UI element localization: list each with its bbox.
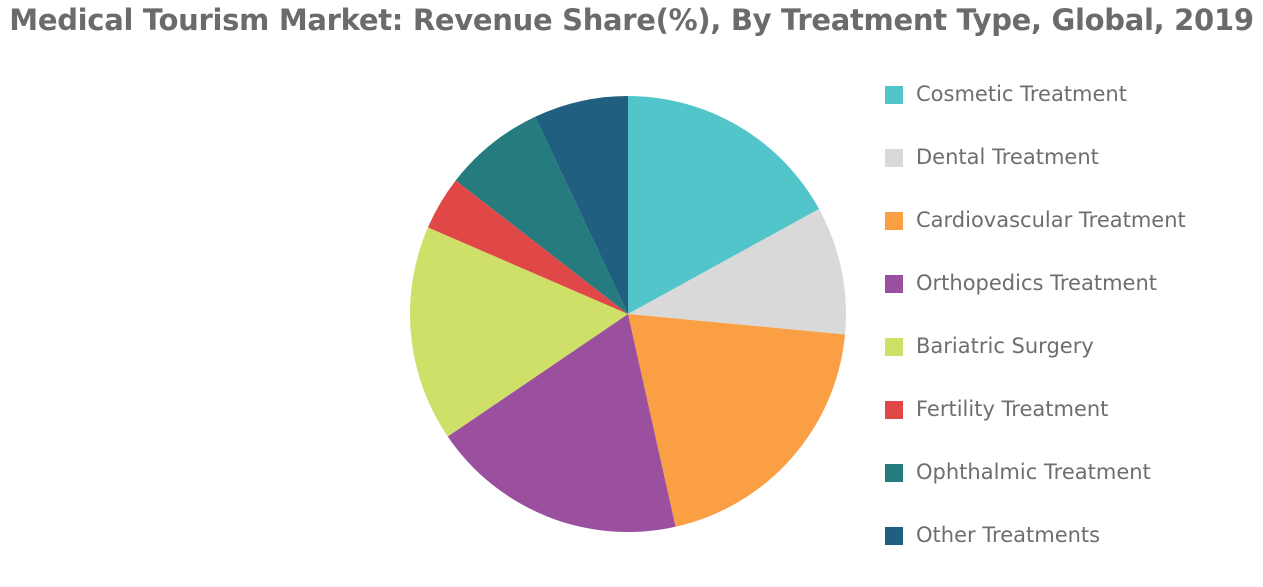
pie-slice-other-treatments	[535, 96, 628, 314]
legend-label: Bariatric Surgery	[916, 334, 1094, 358]
pie-slice-ophthalmic-treatment	[455, 116, 628, 314]
pie-slice-dental-treatment	[628, 208, 846, 335]
legend-label: Other Treatments	[916, 523, 1101, 547]
legend-swatch	[885, 464, 903, 482]
legend-item: Bariatric Surgery	[885, 330, 1255, 393]
legend-label: Fertility Treatment	[916, 397, 1109, 421]
chart-title: Medical Tourism Market: Revenue Share(%)…	[9, 3, 1254, 37]
legend-swatch	[885, 275, 903, 293]
legend-swatch	[885, 527, 903, 545]
legend-item: Dental Treatment	[885, 141, 1255, 204]
legend-swatch	[885, 338, 903, 356]
pie-chart	[410, 96, 846, 532]
legend-item: Fertility Treatment	[885, 393, 1255, 456]
chart-legend: Cosmetic Treatment Dental Treatment Cardio…	[885, 78, 1255, 582]
pie-slice-cosmetic-treatment	[628, 96, 820, 314]
legend-swatch	[885, 401, 903, 419]
legend-item: Cosmetic Treatment	[885, 78, 1255, 141]
legend-swatch	[885, 149, 903, 167]
pie-slice-orthopedics-treatment	[447, 314, 676, 532]
legend-swatch	[885, 212, 903, 230]
pie-slice-cardiovascular-treatment	[628, 314, 846, 527]
pie-slice-fertility-treatment	[427, 180, 628, 314]
legend-item: Other Treatments	[885, 519, 1255, 582]
legend-item: Cardiovascular Treatment	[885, 204, 1255, 267]
legend-label: Cosmetic Treatment	[916, 82, 1127, 106]
pie-slice-bariatric-surgery	[410, 227, 628, 437]
legend-label: Cardiovascular Treatment	[916, 208, 1186, 232]
legend-swatch	[885, 86, 903, 104]
legend-label: Orthopedics Treatment	[916, 271, 1157, 295]
legend-item: Orthopedics Treatment	[885, 267, 1255, 330]
legend-label: Dental Treatment	[916, 145, 1099, 169]
legend-label: Ophthalmic Treatment	[916, 460, 1151, 484]
legend-item: Ophthalmic Treatment	[885, 456, 1255, 519]
